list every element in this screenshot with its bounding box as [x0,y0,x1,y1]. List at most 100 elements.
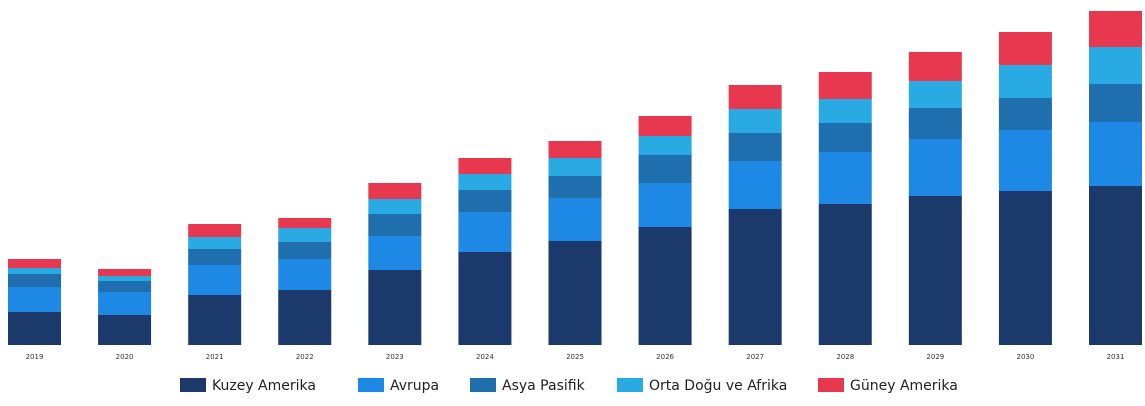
bar-segment-2030-3 [998,65,1052,98]
bar-segment-2026-3 [638,136,692,155]
bar-segment-2021-1 [188,265,242,295]
bar-stack-2031 [1089,11,1142,345]
x-tick-label-2020: 2020 [116,353,134,361]
bar-segment-2020-2 [98,281,152,292]
bar-segment-2031-3 [1089,47,1142,84]
legend-label-0: Kuzey Amerika [212,378,316,394]
bar-segment-2028-4 [818,72,872,99]
x-tick-label-2019: 2019 [26,353,44,361]
bar-segment-2025-0 [548,241,602,345]
bar-segment-2022-1 [278,259,332,290]
bar-stack-2025 [548,141,602,345]
bar-segment-2028-2 [818,123,872,152]
bar-segment-2019-1 [8,287,61,312]
bar-segment-2019-3 [8,268,61,274]
bar-segment-2030-2 [998,98,1052,130]
x-tick-label-2027: 2027 [746,353,764,361]
bars-layer [8,11,1142,345]
x-tick-label-2026: 2026 [656,353,674,361]
bar-segment-2024-0 [458,252,512,345]
legend-swatch-1 [358,378,384,392]
bar-segment-2028-1 [818,152,872,204]
bar-segment-2024-1 [458,212,512,252]
legend-swatch-3 [617,378,643,392]
legend-label-2: Asya Pasifik [502,378,586,394]
bar-segment-2027-0 [728,209,782,345]
bar-segment-2030-4 [998,32,1052,65]
x-tick-label-2025: 2025 [566,353,584,361]
bar-stack-2020 [98,269,152,345]
bar-segment-2025-1 [548,198,602,241]
bar-segment-2023-1 [368,236,422,270]
bar-segment-2028-0 [818,204,872,345]
legend-item-3: Orta Doğu ve Afrika [617,378,787,394]
bar-segment-2019-2 [8,274,61,287]
bar-segment-2029-2 [908,108,962,139]
bar-segment-2024-2 [458,190,512,212]
bar-stack-2027 [728,85,782,345]
bar-stack-2028 [818,72,872,345]
bar-segment-2031-0 [1089,186,1142,345]
bar-stack-2023 [368,183,422,345]
bar-segment-2023-0 [368,270,422,345]
bar-segment-2022-4 [278,218,332,228]
bar-segment-2027-3 [728,109,782,133]
bar-segment-2026-2 [638,155,692,183]
bar-segment-2021-4 [188,224,242,237]
bar-stack-2024 [458,158,512,345]
bar-segment-2019-0 [8,312,61,345]
bar-stack-2030 [998,32,1052,345]
bar-segment-2021-0 [188,295,242,345]
x-tick-label-2028: 2028 [836,353,854,361]
legend-swatch-0 [180,378,206,392]
bar-segment-2026-4 [638,116,692,136]
bar-segment-2029-0 [908,196,962,345]
x-tick-label-2031: 2031 [1107,353,1125,361]
bar-segment-2025-4 [548,141,602,158]
bar-segment-2027-2 [728,133,782,161]
bar-segment-2022-0 [278,290,332,345]
bar-segment-2021-3 [188,237,242,249]
legend-swatch-4 [818,378,844,392]
x-tick-label-2024: 2024 [476,353,494,361]
bar-segment-2030-1 [998,130,1052,191]
bar-segment-2026-1 [638,183,692,227]
legend-swatch-2 [470,378,496,392]
x-tick-label-2021: 2021 [206,353,224,361]
legend-label-1: Avrupa [390,378,439,394]
bar-segment-2029-1 [908,139,962,196]
bar-segment-2025-2 [548,176,602,198]
bar-segment-2025-3 [548,158,602,176]
bar-stack-2026 [638,116,692,345]
bar-segment-2027-1 [728,161,782,209]
bar-segment-2029-4 [908,52,962,81]
x-tick-label-2030: 2030 [1017,353,1035,361]
legend-label-4: Güney Amerika [850,378,958,394]
bar-segment-2031-4 [1089,11,1142,47]
bar-stack-2021 [188,224,242,345]
legend-item-1: Avrupa [358,378,439,394]
bar-segment-2031-1 [1089,122,1142,186]
bar-segment-2024-4 [458,158,512,174]
bar-segment-2020-1 [98,292,152,315]
bar-segment-2022-2 [278,242,332,259]
bar-segment-2026-0 [638,227,692,345]
legend-label-3: Orta Doğu ve Afrika [649,378,787,394]
bar-segment-2028-3 [818,99,872,123]
bar-segment-2020-3 [98,276,152,281]
bar-segment-2031-2 [1089,84,1142,122]
bar-stack-2022 [278,218,332,345]
bar-segment-2029-3 [908,81,962,108]
bar-segment-2022-3 [278,228,332,242]
legend-item-2: Asya Pasifik [470,378,586,394]
bar-segment-2019-4 [8,259,61,268]
bar-segment-2030-0 [998,191,1052,345]
bar-segment-2023-4 [368,183,422,199]
x-tick-label-2022: 2022 [296,353,314,361]
legend-item-0: Kuzey Amerika [180,378,316,394]
bar-segment-2024-3 [458,174,512,190]
legend-item-4: Güney Amerika [818,378,958,394]
x-tick-label-2029: 2029 [926,353,944,361]
